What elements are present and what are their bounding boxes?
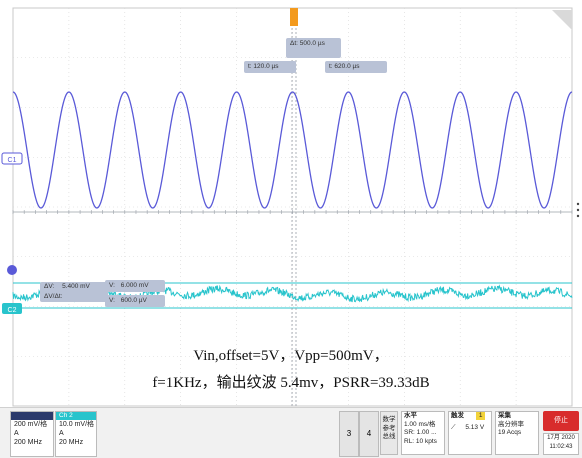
trigger-level: 5.13 V bbox=[465, 423, 485, 431]
ch1-waveform bbox=[12, 91, 573, 209]
sample-rate: SR: 1.00 ... bbox=[404, 429, 437, 436]
date-text: 17月 2020 bbox=[547, 435, 575, 441]
ch2-level-marker[interactable] bbox=[7, 265, 17, 275]
ch2-offset-marker[interactable] bbox=[2, 303, 22, 314]
trigger-position-icon[interactable] bbox=[290, 8, 298, 26]
menu-dots-icon[interactable] bbox=[576, 202, 580, 206]
ch2-header: Ch 2 bbox=[56, 412, 96, 420]
acquire-title: 采集 bbox=[498, 412, 511, 419]
bus-label: 总线 bbox=[382, 433, 396, 440]
horizontal-title: 水平 bbox=[404, 412, 417, 419]
ch1-bandwidth: 200 MHz bbox=[14, 439, 43, 446]
trigger-source-badge: 1 bbox=[475, 412, 486, 420]
caption-line-2: f=1KHz，输出纹波 5.4mv，PSRR=39.33dB bbox=[152, 375, 430, 391]
datetime-display: 17月 2020 11:02:43 bbox=[543, 433, 579, 455]
ch3-button[interactable]: 3 bbox=[339, 411, 359, 457]
record-length: RL: 10 kpts bbox=[404, 437, 437, 445]
ch2-coupling: A bbox=[59, 430, 64, 437]
trigger-settings-badge[interactable]: 触发 1 ⟋ 5.13 V bbox=[448, 411, 492, 455]
ch1-marker-label: C1 bbox=[8, 157, 17, 164]
ch1-offset-marker[interactable] bbox=[1, 152, 23, 165]
plot-frame bbox=[12, 7, 573, 407]
v1-value: 6.000 mV bbox=[120, 282, 149, 289]
math-ref-bus-button[interactable]: 数学 参考 总线 bbox=[380, 411, 398, 455]
acquire-count: 19 Acqs bbox=[498, 429, 522, 436]
trigger-title: 触发 bbox=[451, 412, 464, 419]
delta-t-readout: Δt: 500.0 µs bbox=[286, 38, 341, 58]
delta-t-value: Δt: 500.0 µs bbox=[290, 40, 325, 47]
ch2-scale: 10.0 mV/格 bbox=[59, 421, 95, 428]
v1-readout: V: 6.000 mV bbox=[105, 280, 165, 292]
dv-dt-label: ΔV/Δt: bbox=[44, 293, 63, 300]
t2-value: t: 620.0 µs bbox=[329, 63, 360, 70]
ch2-marker-label: C2 bbox=[8, 307, 17, 314]
delta-v-value: 5.400 mV bbox=[62, 283, 90, 290]
time-text: 11:02:43 bbox=[549, 444, 573, 450]
v2-readout: V: 600.0 µV bbox=[105, 295, 165, 307]
ch1-header bbox=[11, 412, 53, 420]
horizontal-settings-badge[interactable]: 水平 1.00 ms/格 SR: 1.00 ... RL: 10 kpts bbox=[401, 411, 445, 455]
t1-value: t: 120.0 µs bbox=[248, 63, 279, 70]
ref-label: 参考 bbox=[382, 424, 396, 432]
t1-readout: t: 120.0 µs bbox=[244, 61, 296, 73]
acquire-settings-badge[interactable]: 采集 高分辨率 19 Acqs bbox=[495, 411, 539, 455]
v1-label: V: bbox=[109, 282, 115, 289]
delta-v-readout: ΔV: 5.400 mV ΔV/Δt: bbox=[40, 282, 108, 302]
delta-v-label: ΔV: bbox=[44, 283, 55, 290]
v2-label: V: bbox=[109, 297, 115, 304]
acquire-mode: 高分辨率 bbox=[498, 420, 524, 428]
v2-value: 600.0 µV bbox=[120, 297, 147, 304]
ch2-settings-badge[interactable]: Ch 2 10.0 mV/格 A 20 MHz bbox=[55, 411, 97, 457]
corner-badge-icon[interactable] bbox=[552, 10, 572, 30]
rising-edge-icon: ⟋ bbox=[451, 423, 456, 431]
caption-line-1: Vin,offset=5V，Vpp=500mV， bbox=[193, 348, 389, 364]
ch1-scale: 200 mV/格 bbox=[14, 421, 48, 428]
t2-readout: t: 620.0 µs bbox=[325, 61, 387, 73]
ch1-settings-badge[interactable]: 200 mV/格 A 200 MHz bbox=[10, 411, 54, 457]
horizontal-scale: 1.00 ms/格 bbox=[404, 420, 436, 428]
stop-button[interactable]: 停止 bbox=[543, 411, 579, 431]
math-label: 数学 bbox=[382, 416, 396, 423]
ch2-bandwidth: 20 MHz bbox=[59, 439, 84, 446]
ch4-button[interactable]: 4 bbox=[359, 411, 379, 457]
ch1-coupling: A bbox=[14, 430, 19, 437]
